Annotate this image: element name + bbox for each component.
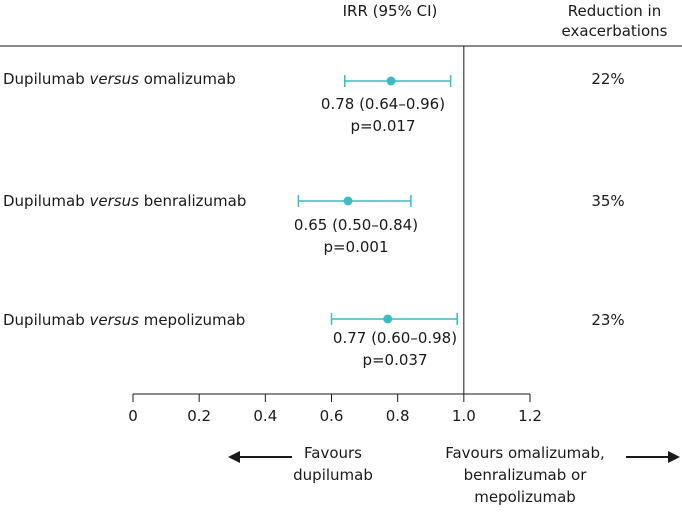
- x-tick-label: 1.2: [518, 407, 542, 425]
- reduction-header-line1: Reduction in: [567, 2, 662, 20]
- p-value: p=0.037: [362, 351, 428, 369]
- irr-ci-value: 0.77 (0.60–0.98): [332, 329, 458, 347]
- reduction-value-omalizumab: 22%: [591, 70, 625, 88]
- p-value: p=0.001: [323, 238, 389, 256]
- favours-right-arrow: [626, 451, 680, 463]
- favours-left-arrow: [228, 451, 292, 463]
- favours-right-label: Favours omalizumab, benralizumab or mepo…: [445, 444, 605, 506]
- x-tick-label: 1.0: [452, 407, 476, 425]
- irr-ci-value: 0.65 (0.50–0.84): [293, 216, 419, 234]
- x-tick-label: 0.4: [253, 407, 277, 425]
- point-estimate: [383, 314, 393, 324]
- comparison-label-benralizumab: Dupilumab versus benralizumab: [3, 192, 247, 210]
- x-tick-label: 0.2: [187, 407, 211, 425]
- reduction-header-line2: exacerbations: [561, 22, 668, 40]
- p-value: p=0.017: [350, 117, 416, 135]
- estimate-marks: [297, 75, 458, 325]
- estimate-text-omalizumab: 0.78 (0.64–0.96) p=0.017: [303, 93, 463, 137]
- comparison-label-mepolizumab: Dupilumab versus mepolizumab: [3, 311, 246, 329]
- x-tick-label: 0.8: [386, 407, 410, 425]
- comparison-label-omalizumab: Dupilumab versus omalizumab: [3, 70, 236, 88]
- favours-left-label: Favours dupilumab: [293, 444, 373, 484]
- reduction-value-benralizumab: 35%: [591, 192, 625, 210]
- estimate-text-mepolizumab: 0.77 (0.60–0.98) p=0.037: [315, 327, 475, 371]
- reduction-column-header: Reduction in exacerbations: [552, 1, 677, 41]
- point-estimate: [343, 196, 353, 206]
- reduction-value-mepolizumab: 23%: [591, 311, 625, 329]
- irr-ci-value: 0.78 (0.64–0.96): [320, 95, 446, 113]
- x-axis-ticks: 0 0.2 0.4 0.6 0.8 1.0 1.2: [128, 394, 542, 425]
- estimate-text-benralizumab: 0.65 (0.50–0.84) p=0.001: [276, 214, 436, 258]
- x-tick-label: 0.6: [320, 407, 344, 425]
- irr-column-header: IRR (95% CI): [342, 2, 438, 20]
- x-tick-label: 0: [128, 407, 138, 425]
- point-estimate: [386, 76, 396, 86]
